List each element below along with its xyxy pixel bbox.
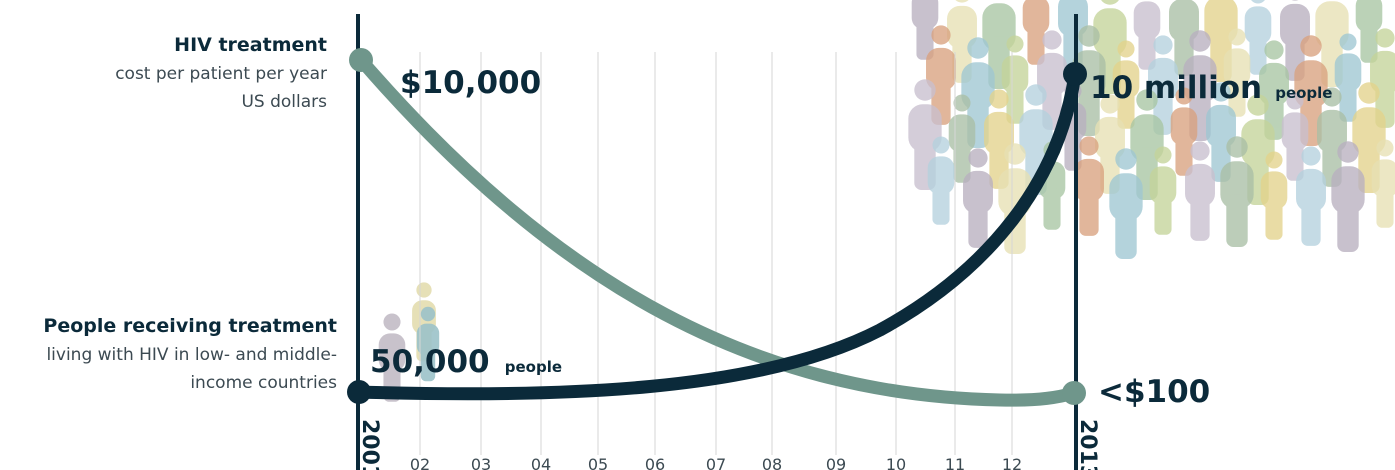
- person-figure: [998, 143, 1032, 254]
- cost-legend-title: HIV treatment: [174, 34, 327, 56]
- person-figure: [927, 136, 955, 225]
- person-figure: [1244, 0, 1272, 75]
- people-legend-line-1: living with HIV in low- and middle-: [46, 345, 337, 365]
- people-start-unit: people: [505, 358, 562, 376]
- x-tick-label: 05: [588, 455, 608, 470]
- person-figure: [1259, 40, 1289, 140]
- cost-start-point: [349, 48, 373, 72]
- x-tick-label: 08: [762, 455, 782, 470]
- x-tick-label: 03: [471, 455, 491, 470]
- person-figure: [963, 148, 993, 248]
- person-figure: [1112, 40, 1140, 129]
- x-tick-label: 2013: [1075, 419, 1100, 470]
- people-start-point: [347, 380, 371, 404]
- person-figure: [1149, 146, 1177, 235]
- x-tick-label: 06: [645, 455, 665, 470]
- people-end-label: 10 million people: [1090, 70, 1332, 106]
- x-tick-label: 09: [826, 455, 846, 470]
- people-end-point: [1063, 62, 1087, 86]
- person-figure: [1133, 1, 1161, 70]
- person-figure: [1148, 35, 1178, 135]
- x-tick-label: 11: [945, 455, 965, 470]
- person-figure: [1022, 0, 1050, 65]
- person-figure: [1296, 146, 1326, 246]
- person-figure: [1109, 148, 1143, 259]
- cost-end-point: [1062, 381, 1086, 405]
- person-figure: [911, 0, 939, 60]
- people-legend-line-2: income countries: [190, 373, 337, 393]
- person-figure: [1220, 136, 1254, 247]
- people-end-unit: people: [1275, 84, 1332, 102]
- cost-end-label: <$100: [1098, 374, 1210, 410]
- x-axis-ticks: 2001 02 03 04 05 06 07 08 09 10 11 12 2013: [357, 419, 1100, 470]
- x-tick-label: 07: [706, 455, 726, 470]
- person-figure: [1355, 0, 1383, 63]
- cost-start-label: $10,000: [400, 65, 541, 101]
- x-tick-label: 10: [886, 455, 906, 470]
- x-tick-label: 12: [1002, 455, 1022, 470]
- people-legend-title: People receiving treatment: [43, 315, 337, 337]
- people-end-value: 10 million: [1090, 70, 1262, 106]
- cost-legend-line-1: cost per patient per year: [115, 64, 327, 84]
- person-figure: [1281, 92, 1309, 181]
- crowd-illustration-left: [378, 282, 440, 402]
- person-figure: [1183, 30, 1217, 141]
- person-figure: [1371, 139, 1395, 228]
- person-figure: [1001, 35, 1029, 124]
- person-figure: [1334, 33, 1362, 122]
- person-figure: [1170, 87, 1198, 176]
- person-figure: [1260, 151, 1288, 240]
- person-figure: [416, 306, 440, 382]
- person-figure: [1331, 141, 1365, 252]
- x-tick-label: 2001: [357, 419, 382, 470]
- people-series-line: [352, 67, 1082, 401]
- person-figure: [1074, 136, 1104, 236]
- crowd-illustration-right: [908, 0, 1395, 259]
- person-figure: [1185, 141, 1215, 241]
- cost-legend-line-2: US dollars: [241, 92, 327, 112]
- people-start-label: 50,000 people: [370, 344, 562, 380]
- x-tick-label: 02: [410, 455, 430, 470]
- people-start-value: 50,000: [370, 344, 490, 380]
- person-figure: [1317, 87, 1347, 187]
- x-tick-label: 04: [531, 455, 551, 470]
- person-figure: [1223, 28, 1251, 117]
